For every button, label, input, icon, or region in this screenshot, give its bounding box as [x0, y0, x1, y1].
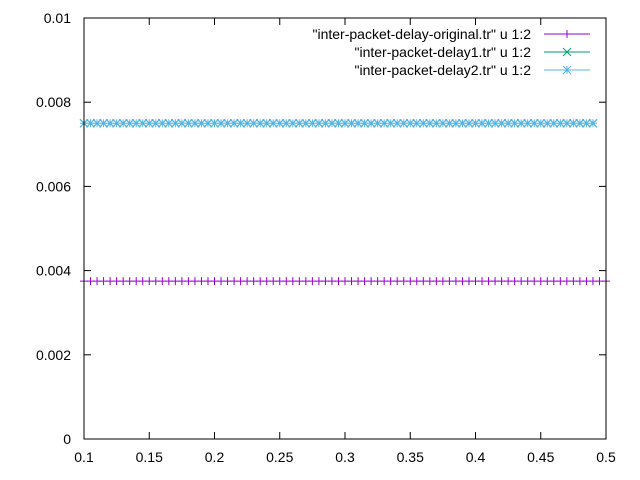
data-point: [99, 118, 108, 128]
data-point: [210, 118, 219, 128]
legend-marker: [562, 65, 572, 75]
data-point: [484, 118, 493, 128]
data-point: [144, 118, 154, 128]
data-point: [386, 118, 396, 128]
data-point: [327, 118, 337, 128]
data-point: [334, 118, 343, 128]
x-tick-label: 0.5: [596, 449, 616, 465]
data-point: [281, 118, 291, 128]
x-tick-label: 0.35: [397, 449, 424, 465]
legend-marker: [563, 30, 571, 38]
y-tick-label: 0: [63, 431, 71, 447]
data-point: [314, 118, 324, 128]
x-tick-label: 0.1: [74, 449, 94, 465]
data-point: [464, 118, 474, 128]
data-point: [431, 118, 441, 128]
legend-entry-3: "inter-packet-delay2.tr" u 1:2: [355, 62, 590, 78]
legend-entry-2: "inter-packet-delay1.tr" u 1:2: [355, 44, 590, 60]
legend: "inter-packet-delay-original.tr" u 1:2 "i…: [313, 26, 590, 78]
x-tick-label: 0.45: [527, 449, 554, 465]
legend-label: "inter-packet-delay1.tr" u 1:2: [355, 44, 532, 60]
y-tick-label: 0.004: [36, 263, 71, 279]
data-point: [92, 118, 102, 128]
y-tick-label: 0.002: [36, 347, 71, 363]
x-tick-label: 0.2: [205, 449, 225, 465]
series-1: [80, 277, 610, 286]
data-point: [588, 118, 598, 128]
x-tick-label: 0.3: [335, 449, 355, 465]
plot-area-border: [83, 17, 607, 440]
x-tick-label: 0.15: [136, 449, 163, 465]
data-point: [203, 118, 213, 128]
series-3: [79, 118, 598, 128]
data-point: [275, 118, 285, 128]
data-point: [131, 118, 141, 128]
data-point: [138, 118, 148, 128]
y-tick-label: 0.006: [36, 178, 71, 194]
y-tick-label: 0.01: [44, 10, 71, 26]
x-tick-label: 0.25: [266, 449, 293, 465]
data-point: [392, 118, 402, 128]
tick-labels: 0.1 0.15 0.2 0.25 0.3 0.35 0.4 0.45 0.5 0 0.002 0.0…: [36, 10, 616, 465]
data-point: [418, 118, 428, 128]
series-layer: [79, 118, 610, 286]
legend-label: "inter-packet-delay2.tr" u 1:2: [355, 62, 532, 78]
legend-label: "inter-packet-delay-original.tr" u 1:2: [313, 26, 532, 42]
data-point: [438, 118, 448, 128]
data-point: [262, 118, 272, 128]
legend-entry-1: "inter-packet-delay-original.tr" u 1:2: [313, 26, 590, 42]
y-tick-label: 0.008: [36, 94, 71, 110]
data-point: [503, 118, 513, 128]
legend-marker: [562, 47, 572, 57]
x-tick-label: 0.4: [466, 449, 486, 465]
data-point: [445, 118, 454, 128]
